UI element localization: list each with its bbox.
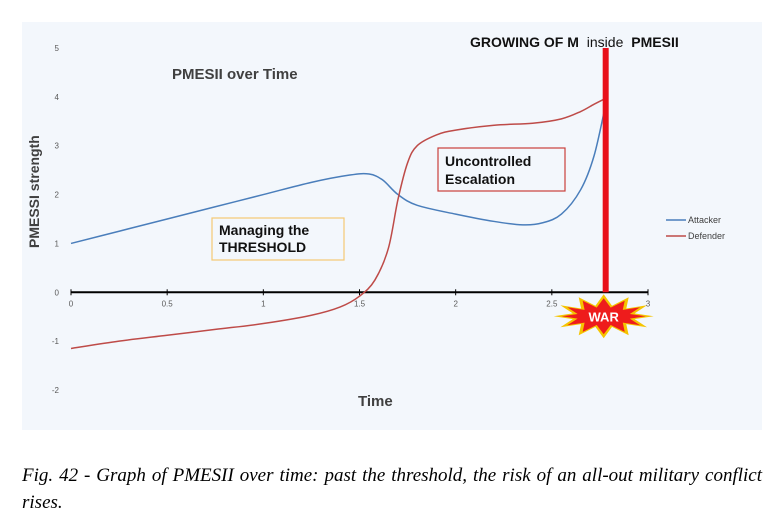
y-tick-label: 1 [55, 239, 60, 248]
x-tick-label: 3 [646, 299, 651, 308]
x-tick-label: 1.5 [354, 299, 366, 308]
annotation-escalation-line2: Escalation [445, 171, 515, 187]
y-tick-label: 5 [55, 44, 60, 53]
x-axis-label: Time [358, 393, 393, 410]
annotation-managing-threshold: Managing the THRESHOLD [211, 217, 345, 261]
war-marker-line [602, 48, 609, 293]
marker-label-main: GROWING OF M [470, 34, 579, 50]
y-tick-label: 0 [55, 288, 60, 297]
series-lines [70, 97, 607, 350]
annotation-box-threshold [211, 217, 345, 261]
series-line-attacker [70, 104, 607, 245]
annotation-threshold-line1: Managing the [219, 222, 309, 238]
y-axis-ticks: 5 4 3 2 1 0 -1 -2 [52, 44, 60, 395]
legend: Attacker Defender [666, 215, 725, 241]
war-label: WAR [589, 309, 620, 324]
legend-label-defender: Defender [688, 231, 725, 241]
x-tick-label: 1 [261, 299, 266, 308]
pmesii-chart: 5 4 3 2 1 0 -1 -2 0 0.5 1 1.5 2 2.5 3 PMESII over Tim… [26, 34, 725, 410]
y-tick-label: -2 [52, 386, 60, 395]
marker-label-suffix: inside [587, 34, 624, 50]
legend-label-attacker: Attacker [688, 215, 721, 225]
annotation-box-escalation [437, 147, 566, 192]
x-tick-label: 2 [453, 299, 458, 308]
marker-label-end: PMESII [631, 34, 678, 50]
y-tick-label: -1 [52, 337, 60, 346]
war-burst-icon: WAR [553, 294, 654, 339]
x-tick-label: 0.5 [162, 299, 174, 308]
burst-inner-shape [561, 298, 646, 335]
x-tick-label: 0 [69, 299, 74, 308]
y-tick-label: 3 [55, 142, 60, 151]
marker-label: GROWING OF M inside PMESII [470, 34, 679, 50]
figure-caption: Fig. 42 - Graph of PMESII over time: pas… [22, 465, 762, 513]
y-tick-label: 4 [55, 93, 60, 102]
series-line-defender [70, 97, 607, 350]
x-tick-label: 2.5 [546, 299, 558, 308]
chart-figure: 5 4 3 2 1 0 -1 -2 0 0.5 1 1.5 2 2.5 3 PMESII over Tim… [22, 22, 762, 430]
annotation-escalation-line1: Uncontrolled [445, 153, 531, 169]
y-axis-label: PMESSI strength [26, 135, 42, 248]
y-tick-label: 2 [55, 191, 60, 200]
chart-title: PMESII over Time [172, 66, 298, 83]
annotation-threshold-line2: THRESHOLD [219, 239, 306, 255]
annotation-uncontrolled-escalation: Uncontrolled Escalation [437, 147, 566, 192]
